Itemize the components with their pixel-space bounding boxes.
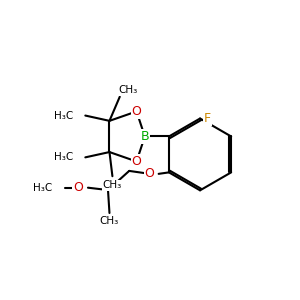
Text: O: O <box>73 181 83 194</box>
Text: O: O <box>132 155 142 168</box>
Text: H₃C: H₃C <box>54 152 73 162</box>
Text: F: F <box>204 112 211 125</box>
Text: CH₃: CH₃ <box>118 85 138 95</box>
Text: O: O <box>144 167 154 180</box>
Text: B: B <box>140 130 149 143</box>
Text: H₃C: H₃C <box>54 111 73 121</box>
Text: CH₃: CH₃ <box>100 216 119 226</box>
Text: O: O <box>132 105 142 118</box>
Text: H₃C: H₃C <box>33 183 52 193</box>
Text: CH₃: CH₃ <box>103 180 122 190</box>
